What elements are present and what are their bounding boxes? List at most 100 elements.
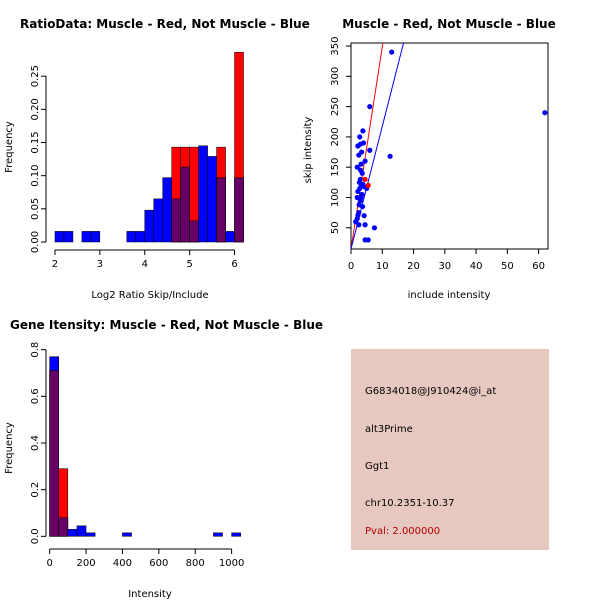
- not-muscle-point: [359, 191, 365, 198]
- overlap-bar: [171, 198, 181, 243]
- not-muscle-point: [389, 49, 395, 55]
- not-muscle-point: [367, 147, 373, 153]
- y-tick-label: 300: [330, 67, 341, 86]
- not-muscle-point: [361, 213, 367, 219]
- muscle-point: [365, 182, 371, 188]
- y-tick-label: 250: [330, 97, 341, 116]
- not-muscle-bar: [135, 231, 146, 243]
- not-muscle-point: [362, 158, 368, 164]
- x-tick-label: 0: [348, 261, 354, 272]
- x-tick-label: 6: [231, 259, 237, 270]
- not-muscle-point: [359, 203, 366, 210]
- x-tick-label: 5: [186, 259, 192, 270]
- not-muscle-bar: [198, 145, 208, 243]
- not-muscle-bar: [126, 231, 137, 243]
- x-tick-label: 1000: [219, 558, 244, 569]
- probe-id: G6834018@J910424@i_at: [365, 386, 497, 397]
- x-tick-label: 2: [52, 259, 58, 270]
- not-muscle-point: [365, 237, 371, 243]
- scatter-xlabel: include intensity: [408, 290, 491, 301]
- ratio-histogram-xlabel: Log2 Ratio Skip/Include: [91, 290, 208, 301]
- y-tick-label: 0.25: [30, 65, 41, 87]
- not-muscle-bar: [162, 177, 172, 243]
- y-tick-label: 0.4: [30, 435, 41, 451]
- x-tick-label: 400: [113, 558, 132, 569]
- y-tick-label: 0.00: [30, 231, 41, 253]
- event-type: alt3Prime: [365, 424, 413, 435]
- x-tick-label: 0: [46, 558, 52, 569]
- overlap-bar: [49, 370, 59, 537]
- intensity-histogram-xlabel: Intensity: [128, 589, 172, 600]
- not-muscle-bar: [153, 198, 163, 243]
- y-tick-label: 0.15: [30, 131, 41, 153]
- x-tick-label: 200: [76, 558, 95, 569]
- y-tick-label: 50: [330, 221, 341, 234]
- not-muscle-bar: [225, 231, 235, 243]
- not-muscle-bar: [85, 532, 96, 537]
- not-muscle-bar: [122, 532, 132, 537]
- not-muscle-point: [367, 104, 373, 110]
- not-muscle-bar: [231, 532, 241, 537]
- not-muscle-point: [357, 134, 363, 140]
- x-tick-label: 3: [97, 259, 103, 270]
- ratio-histogram-title: RatioData: Muscle - Red, Not Muscle - Bl…: [20, 17, 310, 31]
- x-tick-label: 10: [376, 261, 389, 272]
- not-muscle-bar: [76, 525, 87, 537]
- not-muscle-point: [371, 225, 378, 231]
- ratio-histogram-panel: RatioData: Muscle - Red, Not Muscle - Bl…: [4, 17, 310, 301]
- overlap-bar: [58, 517, 69, 537]
- y-tick-label: 350: [330, 36, 341, 55]
- not-muscle-bar: [90, 231, 101, 243]
- not-muscle-point: [387, 153, 393, 159]
- ratio-histogram-ylabel: Frequency: [4, 121, 15, 173]
- not-muscle-bar: [144, 209, 154, 243]
- y-tick-label: 0.0: [30, 528, 41, 544]
- y-tick-label: 0.6: [30, 388, 41, 404]
- overlap-bar: [216, 177, 226, 243]
- y-tick-label: 0.10: [30, 165, 41, 187]
- not-muscle-point: [354, 164, 360, 170]
- not-muscle-point: [359, 149, 365, 155]
- x-tick-label: 40: [470, 261, 483, 272]
- overlap-bar: [180, 166, 190, 243]
- scatter-title: Muscle - Red, Not Muscle - Blue: [342, 17, 556, 31]
- not-muscle-point: [360, 128, 366, 134]
- not-muscle-point: [354, 194, 360, 201]
- not-muscle-bar: [54, 231, 65, 243]
- x-tick-label: 50: [501, 261, 514, 272]
- x-tick-label: 600: [149, 558, 168, 569]
- not-muscle-point: [362, 222, 368, 228]
- gene-name: Ggt1: [365, 461, 390, 472]
- y-tick-label: 0.20: [30, 98, 41, 120]
- not-muscle-bar: [213, 532, 223, 537]
- y-tick-label: 0.05: [30, 198, 41, 220]
- x-tick-label: 800: [186, 558, 205, 569]
- probe-info-panel: G6834018@J910424@i_at alt3Prime Ggt1 chr…: [351, 349, 549, 550]
- overlap-bar: [189, 220, 199, 243]
- not-muscle-bar: [81, 231, 92, 243]
- not-muscle-bar: [67, 529, 78, 537]
- not-muscle-point: [360, 140, 367, 146]
- intensity-histogram-title: Gene Itensity: Muscle - Red, Not Muscle …: [10, 318, 323, 332]
- y-tick-label: 200: [330, 127, 341, 146]
- intensity-histogram-ylabel: Frequency: [4, 422, 15, 474]
- scatter-plot-frame: [350, 42, 549, 250]
- y-tick-label: 0.2: [30, 482, 41, 498]
- not-muscle-point: [356, 179, 363, 185]
- muscle-point: [362, 176, 368, 182]
- not-muscle-point: [542, 110, 548, 116]
- overlap-bar: [234, 177, 244, 243]
- scatter-panel: Muscle - Red, Not Muscle - Blue 0 10 20 30 4…: [303, 17, 556, 301]
- y-tick-label: 100: [330, 188, 341, 207]
- genomic-location: chr10.2351-10.37: [365, 498, 455, 509]
- x-tick-label: 20: [407, 261, 420, 272]
- not-muscle-point: [356, 210, 362, 216]
- intensity-histogram-panel: Gene Itensity: Muscle - Red, Not Muscle …: [4, 318, 323, 600]
- not-muscle-bar: [63, 231, 74, 243]
- p-value: Pval: 2.000000: [365, 526, 441, 537]
- not-muscle-point: [358, 161, 364, 167]
- x-tick-label: 60: [532, 261, 545, 272]
- not-muscle-point: [356, 222, 362, 228]
- x-tick-label: 4: [142, 259, 148, 270]
